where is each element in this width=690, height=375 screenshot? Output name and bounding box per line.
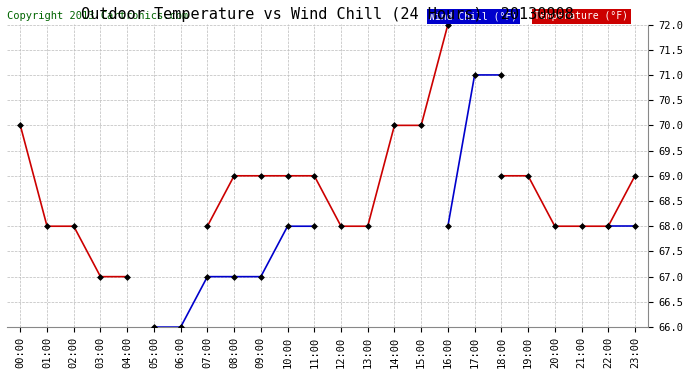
Text: Wind Chill (°F): Wind Chill (°F) — [429, 12, 517, 21]
Text: Copyright 2013 Cartronics.com: Copyright 2013 Cartronics.com — [7, 12, 188, 21]
Title: Outdoor Temperature vs Wind Chill (24 Hours)  20130908: Outdoor Temperature vs Wind Chill (24 Ho… — [81, 7, 574, 22]
Text: Temperature (°F): Temperature (°F) — [534, 12, 628, 21]
